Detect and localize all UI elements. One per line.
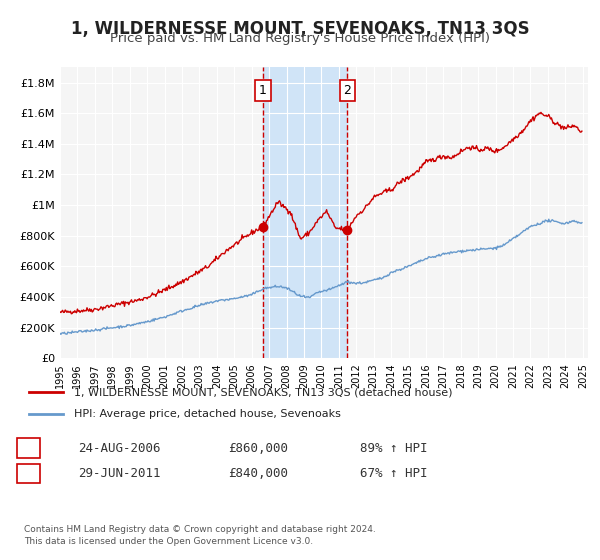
Text: 29-JUN-2011: 29-JUN-2011	[78, 466, 161, 480]
Text: 67% ↑ HPI: 67% ↑ HPI	[360, 466, 427, 480]
Text: 1: 1	[259, 84, 267, 97]
Bar	[263, 67, 347, 358]
Text: 1: 1	[24, 441, 32, 455]
Text: 89% ↑ HPI: 89% ↑ HPI	[360, 441, 427, 455]
Text: 1, WILDERNESSE MOUNT, SEVENOAKS, TN13 3QS (detached house): 1, WILDERNESSE MOUNT, SEVENOAKS, TN13 3Q…	[74, 387, 453, 397]
Text: Contains HM Land Registry data © Crown copyright and database right 2024.
This d: Contains HM Land Registry data © Crown c…	[24, 525, 376, 546]
Text: £840,000: £840,000	[228, 466, 288, 480]
Text: £860,000: £860,000	[228, 441, 288, 455]
Text: 1, WILDERNESSE MOUNT, SEVENOAKS, TN13 3QS: 1, WILDERNESSE MOUNT, SEVENOAKS, TN13 3Q…	[71, 20, 529, 38]
Text: 24-AUG-2006: 24-AUG-2006	[78, 441, 161, 455]
Text: HPI: Average price, detached house, Sevenoaks: HPI: Average price, detached house, Seve…	[74, 409, 341, 419]
Text: Price paid vs. HM Land Registry's House Price Index (HPI): Price paid vs. HM Land Registry's House …	[110, 32, 490, 45]
Text: 2: 2	[343, 84, 352, 97]
Text: 2: 2	[24, 466, 32, 480]
